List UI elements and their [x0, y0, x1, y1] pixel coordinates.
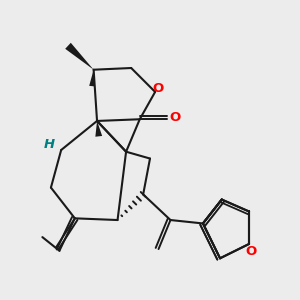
Polygon shape: [65, 43, 94, 70]
Text: O: O: [169, 111, 180, 124]
Polygon shape: [95, 121, 102, 137]
Text: O: O: [152, 82, 164, 95]
Text: H: H: [44, 138, 55, 152]
Text: O: O: [246, 245, 257, 258]
Polygon shape: [89, 70, 94, 86]
